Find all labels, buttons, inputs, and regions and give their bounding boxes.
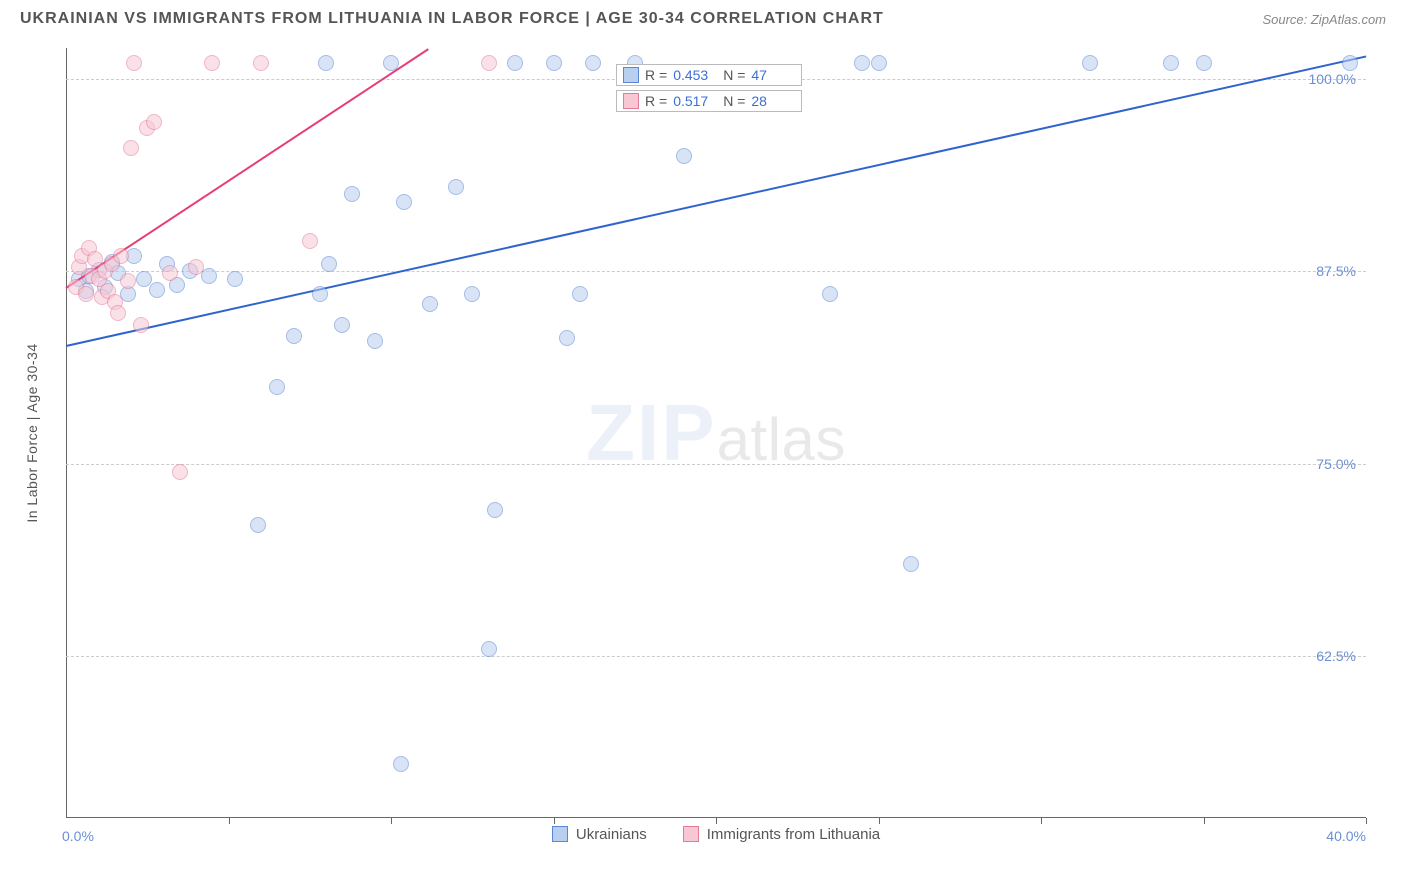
gridline [66,271,1366,272]
x-tick [391,818,392,824]
data-point [253,55,269,71]
data-point [422,296,438,312]
data-point [481,641,497,657]
data-point [676,148,692,164]
data-point [149,282,165,298]
bottom-legend: Ukrainians Immigrants from Lithuania [66,826,1366,847]
data-point [302,233,318,249]
legend-item: Ukrainians [552,826,647,843]
data-point [344,186,360,202]
data-point [822,286,838,302]
data-point [854,55,870,71]
data-point [1082,55,1098,71]
chart-title: UKRAINIAN VS IMMIGRANTS FROM LITHUANIA I… [20,10,884,27]
stats-n-value: 47 [751,67,795,83]
data-point [250,517,266,533]
data-point [312,286,328,302]
data-point [396,194,412,210]
legend-swatch [683,826,699,842]
data-point [162,265,178,281]
x-tick [1204,818,1205,824]
x-tick [1366,818,1367,824]
stats-n-value: 28 [751,93,795,109]
data-point [172,464,188,480]
data-point [448,179,464,195]
legend-swatch [552,826,568,842]
y-tick-label: 87.5% [1316,263,1356,279]
data-point [1196,55,1212,71]
y-tick-label: 62.5% [1316,648,1356,664]
data-point [120,273,136,289]
data-point [78,286,94,302]
data-point [572,286,588,302]
source-label: Source: ZipAtlas.com [1262,12,1386,27]
legend-label: Immigrants from Lithuania [707,826,880,843]
legend-label: Ukrainians [576,826,647,843]
y-tick-label: 100.0% [1309,71,1356,87]
data-point [201,268,217,284]
data-point [559,330,575,346]
data-point [126,55,142,71]
data-point [464,286,480,302]
stats-n-label: N = [723,93,745,109]
data-point [133,317,149,333]
data-point [269,379,285,395]
y-tick-label: 75.0% [1316,456,1356,472]
data-point [1342,55,1358,71]
x-tick [716,818,717,824]
data-point [188,259,204,275]
stats-legend-row: R = 0.453 N = 47 [616,64,802,86]
data-point [123,140,139,156]
data-point [227,271,243,287]
data-point [546,55,562,71]
data-point [585,55,601,71]
stats-r-value: 0.517 [673,93,717,109]
data-point [507,55,523,71]
data-point [1163,55,1179,71]
data-point [286,328,302,344]
data-point [334,317,350,333]
data-point [318,55,334,71]
stats-r-label: R = [645,93,667,109]
legend-item: Immigrants from Lithuania [683,826,880,843]
y-axis-label: In Labor Force | Age 30-34 [24,48,44,818]
stats-r-value: 0.453 [673,67,717,83]
data-point [113,248,129,264]
data-point [110,305,126,321]
legend-swatch [623,67,639,83]
stats-legend-row: R = 0.517 N = 28 [616,90,802,112]
data-point [367,333,383,349]
stats-n-label: N = [723,67,745,83]
gridline [66,464,1366,465]
x-tick [554,818,555,824]
x-tick [1041,818,1042,824]
data-point [146,114,162,130]
gridline [66,656,1366,657]
chart-plot-area: ZIPatlas 62.5%75.0%87.5%100.0%0.0%40.0%R… [66,48,1366,818]
stats-r-label: R = [645,67,667,83]
data-point [487,502,503,518]
legend-swatch [623,93,639,109]
x-tick [229,818,230,824]
data-point [871,55,887,71]
x-tick [879,818,880,824]
plot-border [66,48,1366,818]
data-point [393,756,409,772]
data-point [204,55,220,71]
data-point [903,556,919,572]
data-point [481,55,497,71]
data-point [321,256,337,272]
